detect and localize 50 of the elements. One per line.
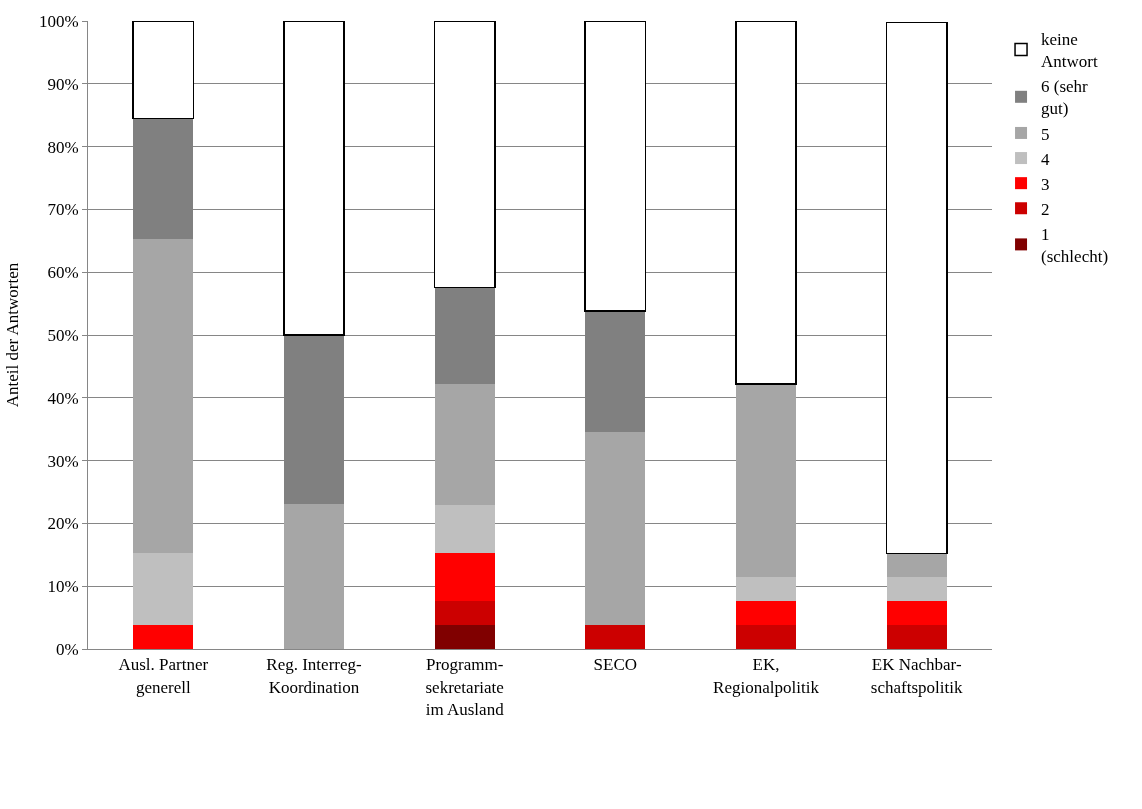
bar bbox=[434, 625, 495, 649]
bar bbox=[133, 238, 194, 553]
y-tick-label: 20% bbox=[47, 514, 79, 534]
bar bbox=[283, 503, 345, 649]
bar bbox=[886, 577, 947, 602]
bar bbox=[434, 383, 495, 505]
bar bbox=[735, 383, 797, 578]
x-tick-label: Reg. Interreg-Koordination bbox=[266, 655, 363, 697]
bar bbox=[585, 431, 646, 626]
y-tick-label: 0% bbox=[55, 639, 79, 659]
legend-label: 4 bbox=[1041, 149, 1051, 169]
legend-label: 1 (schlecht) bbox=[1041, 224, 1109, 267]
bar bbox=[434, 601, 495, 626]
y-tick-label: 70% bbox=[47, 200, 79, 220]
x-tick-label: EK, Regionalpolitik bbox=[713, 655, 820, 697]
x-tick-label: Ausl. Partner generell bbox=[118, 655, 209, 697]
bar bbox=[885, 21, 948, 555]
x-tick-label: EK Nachbar-schaftspolitik bbox=[870, 655, 963, 697]
bar bbox=[735, 625, 797, 649]
y-tick-label: 40% bbox=[47, 388, 79, 408]
y-tick-label: 80% bbox=[47, 137, 79, 157]
bar bbox=[735, 21, 797, 385]
y-tick-label: 60% bbox=[47, 263, 79, 283]
bar bbox=[585, 625, 646, 649]
y-tick-label: 90% bbox=[47, 74, 79, 94]
y-tick-label: 100% bbox=[38, 11, 79, 31]
bar bbox=[133, 552, 194, 626]
bar bbox=[132, 21, 195, 120]
bar bbox=[133, 625, 194, 649]
legend-label: 6 (sehr gut) bbox=[1041, 77, 1089, 119]
bar bbox=[735, 577, 797, 602]
y-tick-label: 10% bbox=[47, 577, 79, 597]
legend-label: 3 bbox=[1041, 174, 1050, 194]
bar bbox=[584, 21, 647, 312]
x-tick-label: Programm-sekretariate im Ausland bbox=[425, 655, 505, 719]
bar bbox=[434, 552, 495, 602]
bar bbox=[886, 625, 947, 649]
bar bbox=[433, 21, 496, 289]
y-tick-label: 50% bbox=[47, 325, 79, 345]
legend-label: 2 bbox=[1041, 199, 1050, 219]
bar bbox=[735, 601, 797, 626]
bar bbox=[886, 553, 947, 578]
bar bbox=[886, 601, 947, 626]
bar bbox=[283, 21, 345, 336]
y-tick-label: 30% bbox=[47, 451, 79, 471]
legend-label: keine Antwort bbox=[1041, 30, 1098, 72]
bar bbox=[434, 504, 495, 553]
legend-label: 5 bbox=[1041, 124, 1050, 144]
y-axis-title: Anteil der Antworten bbox=[3, 262, 23, 408]
x-tick-label: SECO bbox=[593, 655, 638, 675]
